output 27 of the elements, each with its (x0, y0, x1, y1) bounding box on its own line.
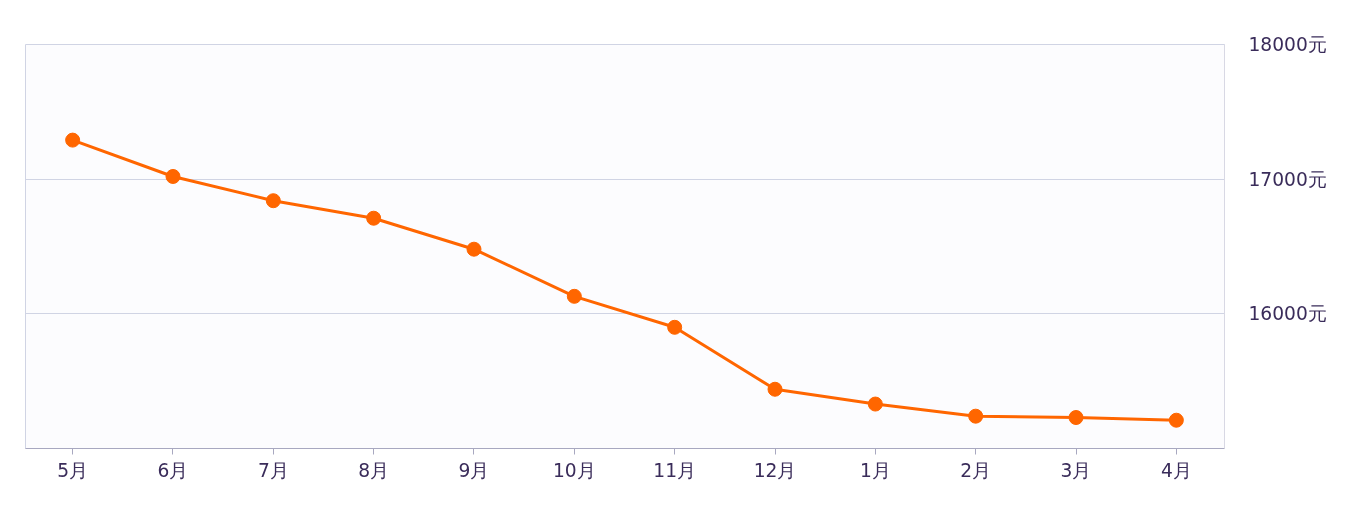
x-tick-label: 7月 (257, 459, 289, 481)
x-tick-label: 5月 (57, 459, 89, 481)
x-tick-label: 6月 (157, 459, 189, 481)
point (366, 210, 382, 226)
point (165, 168, 181, 184)
x-tick-label: 12月 (753, 459, 797, 481)
point (767, 381, 783, 397)
x-tick-label: 8月 (358, 459, 390, 481)
point (1168, 412, 1184, 428)
x-tick-label: 4月 (1160, 459, 1192, 481)
point (667, 319, 683, 335)
x-tick-label: 9月 (458, 459, 490, 481)
x-tick-label: 2月 (960, 459, 992, 481)
point (265, 193, 281, 209)
point (466, 241, 482, 257)
y-tick-label: 17000元 (1248, 168, 1327, 190)
point (1068, 410, 1084, 426)
point (566, 288, 582, 304)
point (65, 132, 81, 148)
y-tick-label: 18000元 (1248, 34, 1327, 55)
x-tick-label: 1月 (859, 459, 891, 481)
y-tick-label: 16000元 (1248, 303, 1327, 325)
x-tick-label: 10月 (552, 459, 596, 481)
x-tick-label: 3月 (1060, 459, 1092, 481)
x-tick-label: 11月 (653, 459, 697, 481)
point (968, 408, 984, 424)
point (867, 396, 883, 412)
